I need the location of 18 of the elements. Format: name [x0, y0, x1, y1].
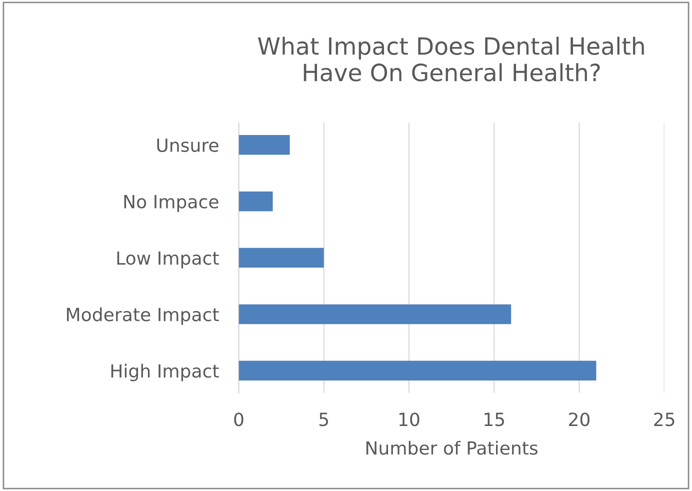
y-tick-label: High Impact	[111, 364, 219, 382]
x-tick-label: 15	[484, 412, 504, 426]
y-tick-label: Low Impact	[117, 251, 219, 268]
x-tick-label: 25	[654, 412, 674, 426]
x-axis-title: Number of Patients	[366, 440, 538, 455]
x-tick-label: 0	[234, 412, 244, 426]
bar	[238, 248, 324, 268]
y-tick-label: Moderate Impact	[67, 307, 219, 325]
y-tick-label: Unsure	[157, 138, 218, 152]
bar	[238, 360, 596, 381]
x-tick-label: 5	[320, 412, 328, 426]
y-tick-label: No Impace	[124, 195, 218, 212]
bar	[238, 304, 512, 324]
bar	[238, 191, 273, 212]
x-tick-label: 20	[569, 412, 590, 426]
chart-title: What Impact Does Dental Health Have On General Health?	[258, 36, 644, 82]
bar	[238, 135, 290, 155]
x-tick-label: 10	[399, 412, 420, 426]
